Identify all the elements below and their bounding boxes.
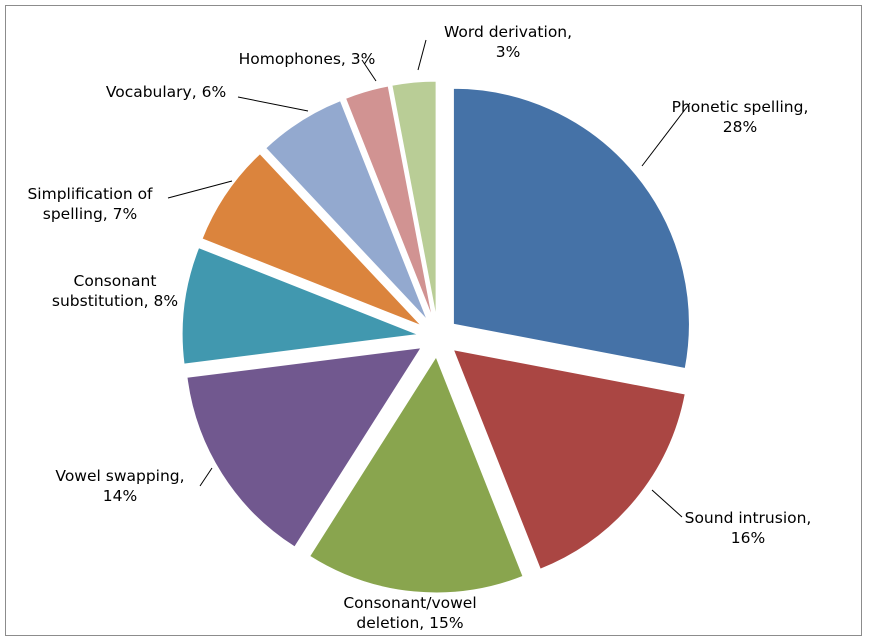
data-label-line: Simplification of [27, 185, 153, 203]
data-label-line: Vocabulary, 6% [106, 83, 226, 101]
data-label-line: 14% [103, 487, 137, 505]
leader-lines-layer [167, 39, 691, 518]
data-label-consonant-substitution: Consonant substitution, 8% [52, 272, 178, 310]
data-label-line: Consonant [74, 272, 157, 290]
data-label-consonant-vowel-deletion: Consonant/vowel deletion, 15% [343, 594, 476, 632]
data-label-line: Phonetic spelling, [672, 98, 809, 116]
leader-line-word-derivation [417, 39, 427, 71]
leader-line-phonetic-spelling [641, 102, 691, 167]
data-label-homophones: Homophones, 3% [239, 50, 376, 68]
pie-slice-consonant-substitution [181, 246, 419, 365]
data-label-line: spelling, 7% [43, 205, 137, 223]
data-label-line: deletion, 15% [356, 614, 463, 632]
data-label-vowel-swapping: Vowel swapping, 14% [55, 467, 184, 505]
leader-line-homophones [361, 59, 377, 82]
pie-slice-vowel-swapping [186, 347, 423, 548]
labels-layer: Phonetic spelling, 28% Sound intrusion, 16%… [27, 23, 811, 632]
data-label-vocabulary: Vocabulary, 6% [106, 83, 226, 101]
data-label-line: 28% [723, 118, 757, 136]
data-label-phonetic-spelling: Phonetic spelling, 28% [672, 98, 809, 136]
pie-slice-sound-intrusion [452, 349, 686, 570]
pie-slice-word-derivation [391, 80, 437, 318]
data-label-line: Consonant/vowel [343, 594, 476, 612]
leader-line-vowel-swapping [199, 467, 213, 487]
data-label-line: Vowel swapping, [55, 467, 184, 485]
pie-slice-simplification-of-spelling [201, 153, 422, 327]
data-label-line: Sound intrusion, [685, 509, 812, 527]
data-label-line: 16% [731, 529, 765, 547]
pie-slice-phonetic-spelling [452, 87, 690, 370]
pie-slice-homophones [344, 85, 433, 318]
leader-line-simplification-of-spelling [167, 180, 233, 199]
chart-border [5, 5, 862, 636]
data-label-simplification-of-spelling: Simplification of spelling, 7% [27, 185, 153, 223]
pie-slice-consonant-vowel-deletion [308, 355, 524, 594]
data-label-sound-intrusion: Sound intrusion, 16% [685, 509, 812, 547]
slices-layer [181, 80, 690, 594]
pie-slice-vocabulary [265, 100, 428, 321]
leader-line-vocabulary [237, 96, 309, 112]
data-label-line: substitution, 8% [52, 292, 178, 310]
data-label-line: Word derivation, [444, 23, 572, 41]
data-label-word-derivation: Word derivation, 3% [444, 23, 572, 61]
data-label-line: 3% [496, 43, 521, 61]
data-label-line: Homophones, 3% [239, 50, 376, 68]
leader-line-sound-intrusion [651, 489, 683, 518]
